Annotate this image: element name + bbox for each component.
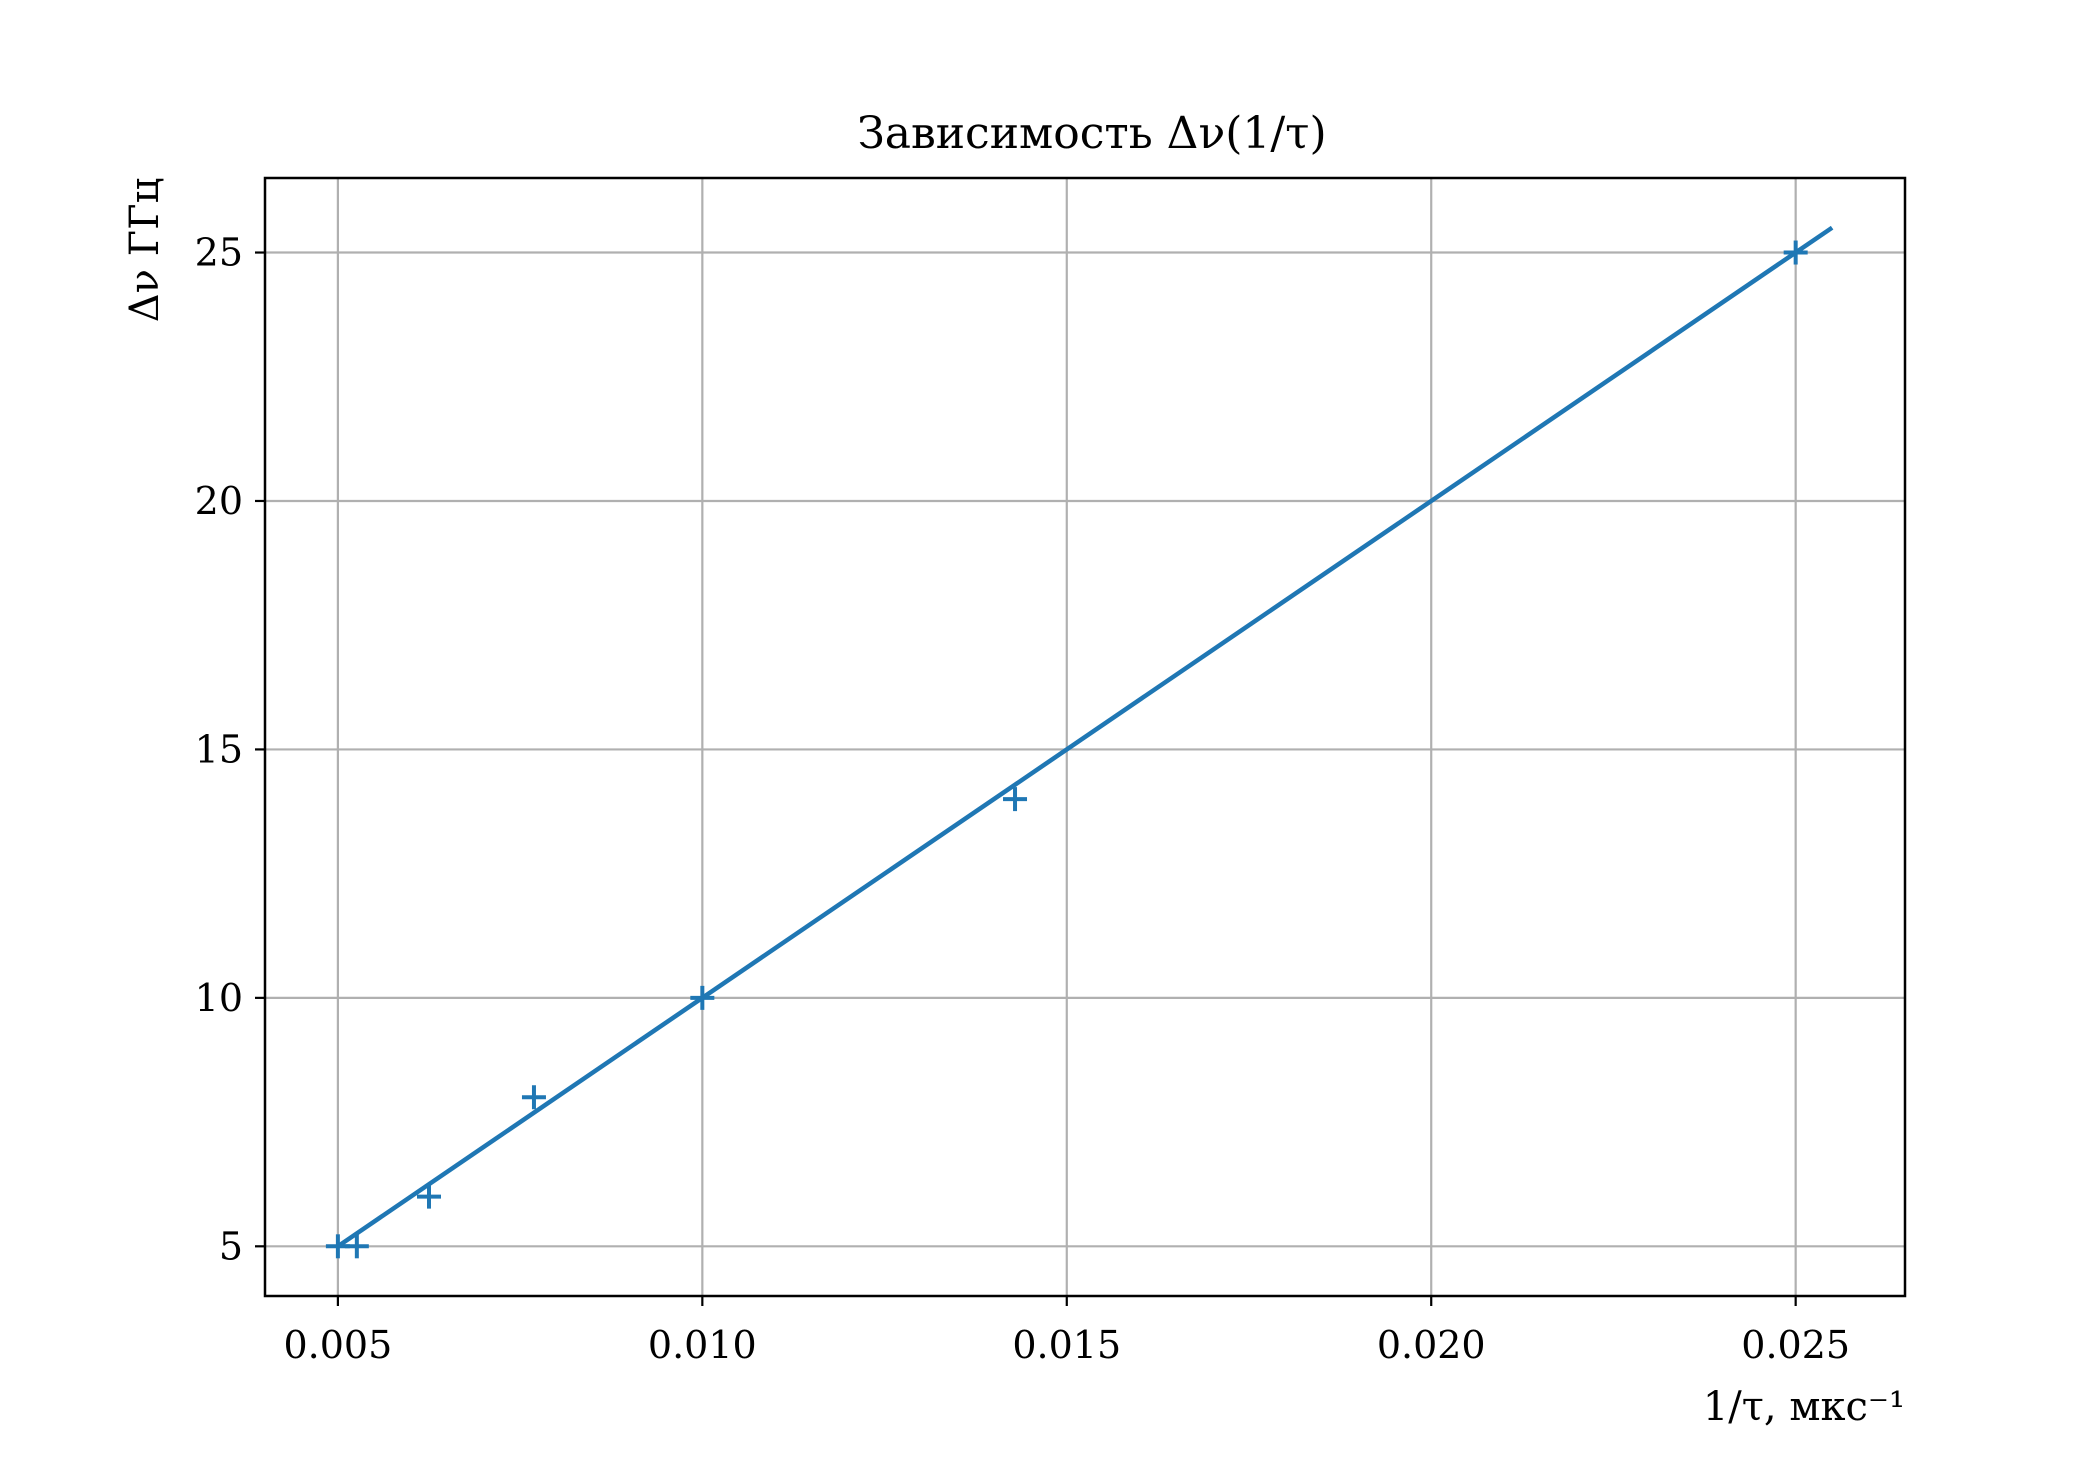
data-point bbox=[1003, 787, 1028, 812]
data-layer bbox=[325, 225, 1834, 1259]
y-tick-label: 15 bbox=[195, 727, 243, 771]
x-tick-label: 0.020 bbox=[1377, 1323, 1486, 1367]
y-axis-label: Δν ГГц bbox=[122, 178, 168, 323]
x-tick-label: 0.010 bbox=[648, 1323, 757, 1367]
data-point bbox=[344, 1234, 369, 1259]
y-tick-label: 25 bbox=[195, 231, 243, 275]
x-axis-label: 1/τ, мкс⁻¹ bbox=[1703, 1384, 1905, 1430]
x-tick-label: 0.025 bbox=[1741, 1323, 1850, 1367]
ticks: 0.005 0.010 0.015 0.020 0.025 5 10 15 20 25 bbox=[195, 231, 1850, 1367]
y-tick-label: 20 bbox=[195, 479, 243, 523]
x-tick-label: 0.005 bbox=[283, 1323, 392, 1367]
x-tick-label: 0.015 bbox=[1012, 1323, 1121, 1367]
plot-frame bbox=[263, 176, 1907, 1298]
y-tick-label: 10 bbox=[195, 976, 243, 1020]
data-point bbox=[417, 1184, 441, 1209]
y-tick-label: 5 bbox=[219, 1224, 243, 1268]
fit-line bbox=[336, 225, 1834, 1249]
grid bbox=[265, 178, 1905, 1296]
chart-title: Зависимость Δν(1/τ) bbox=[857, 108, 1326, 159]
data-point bbox=[521, 1085, 546, 1110]
